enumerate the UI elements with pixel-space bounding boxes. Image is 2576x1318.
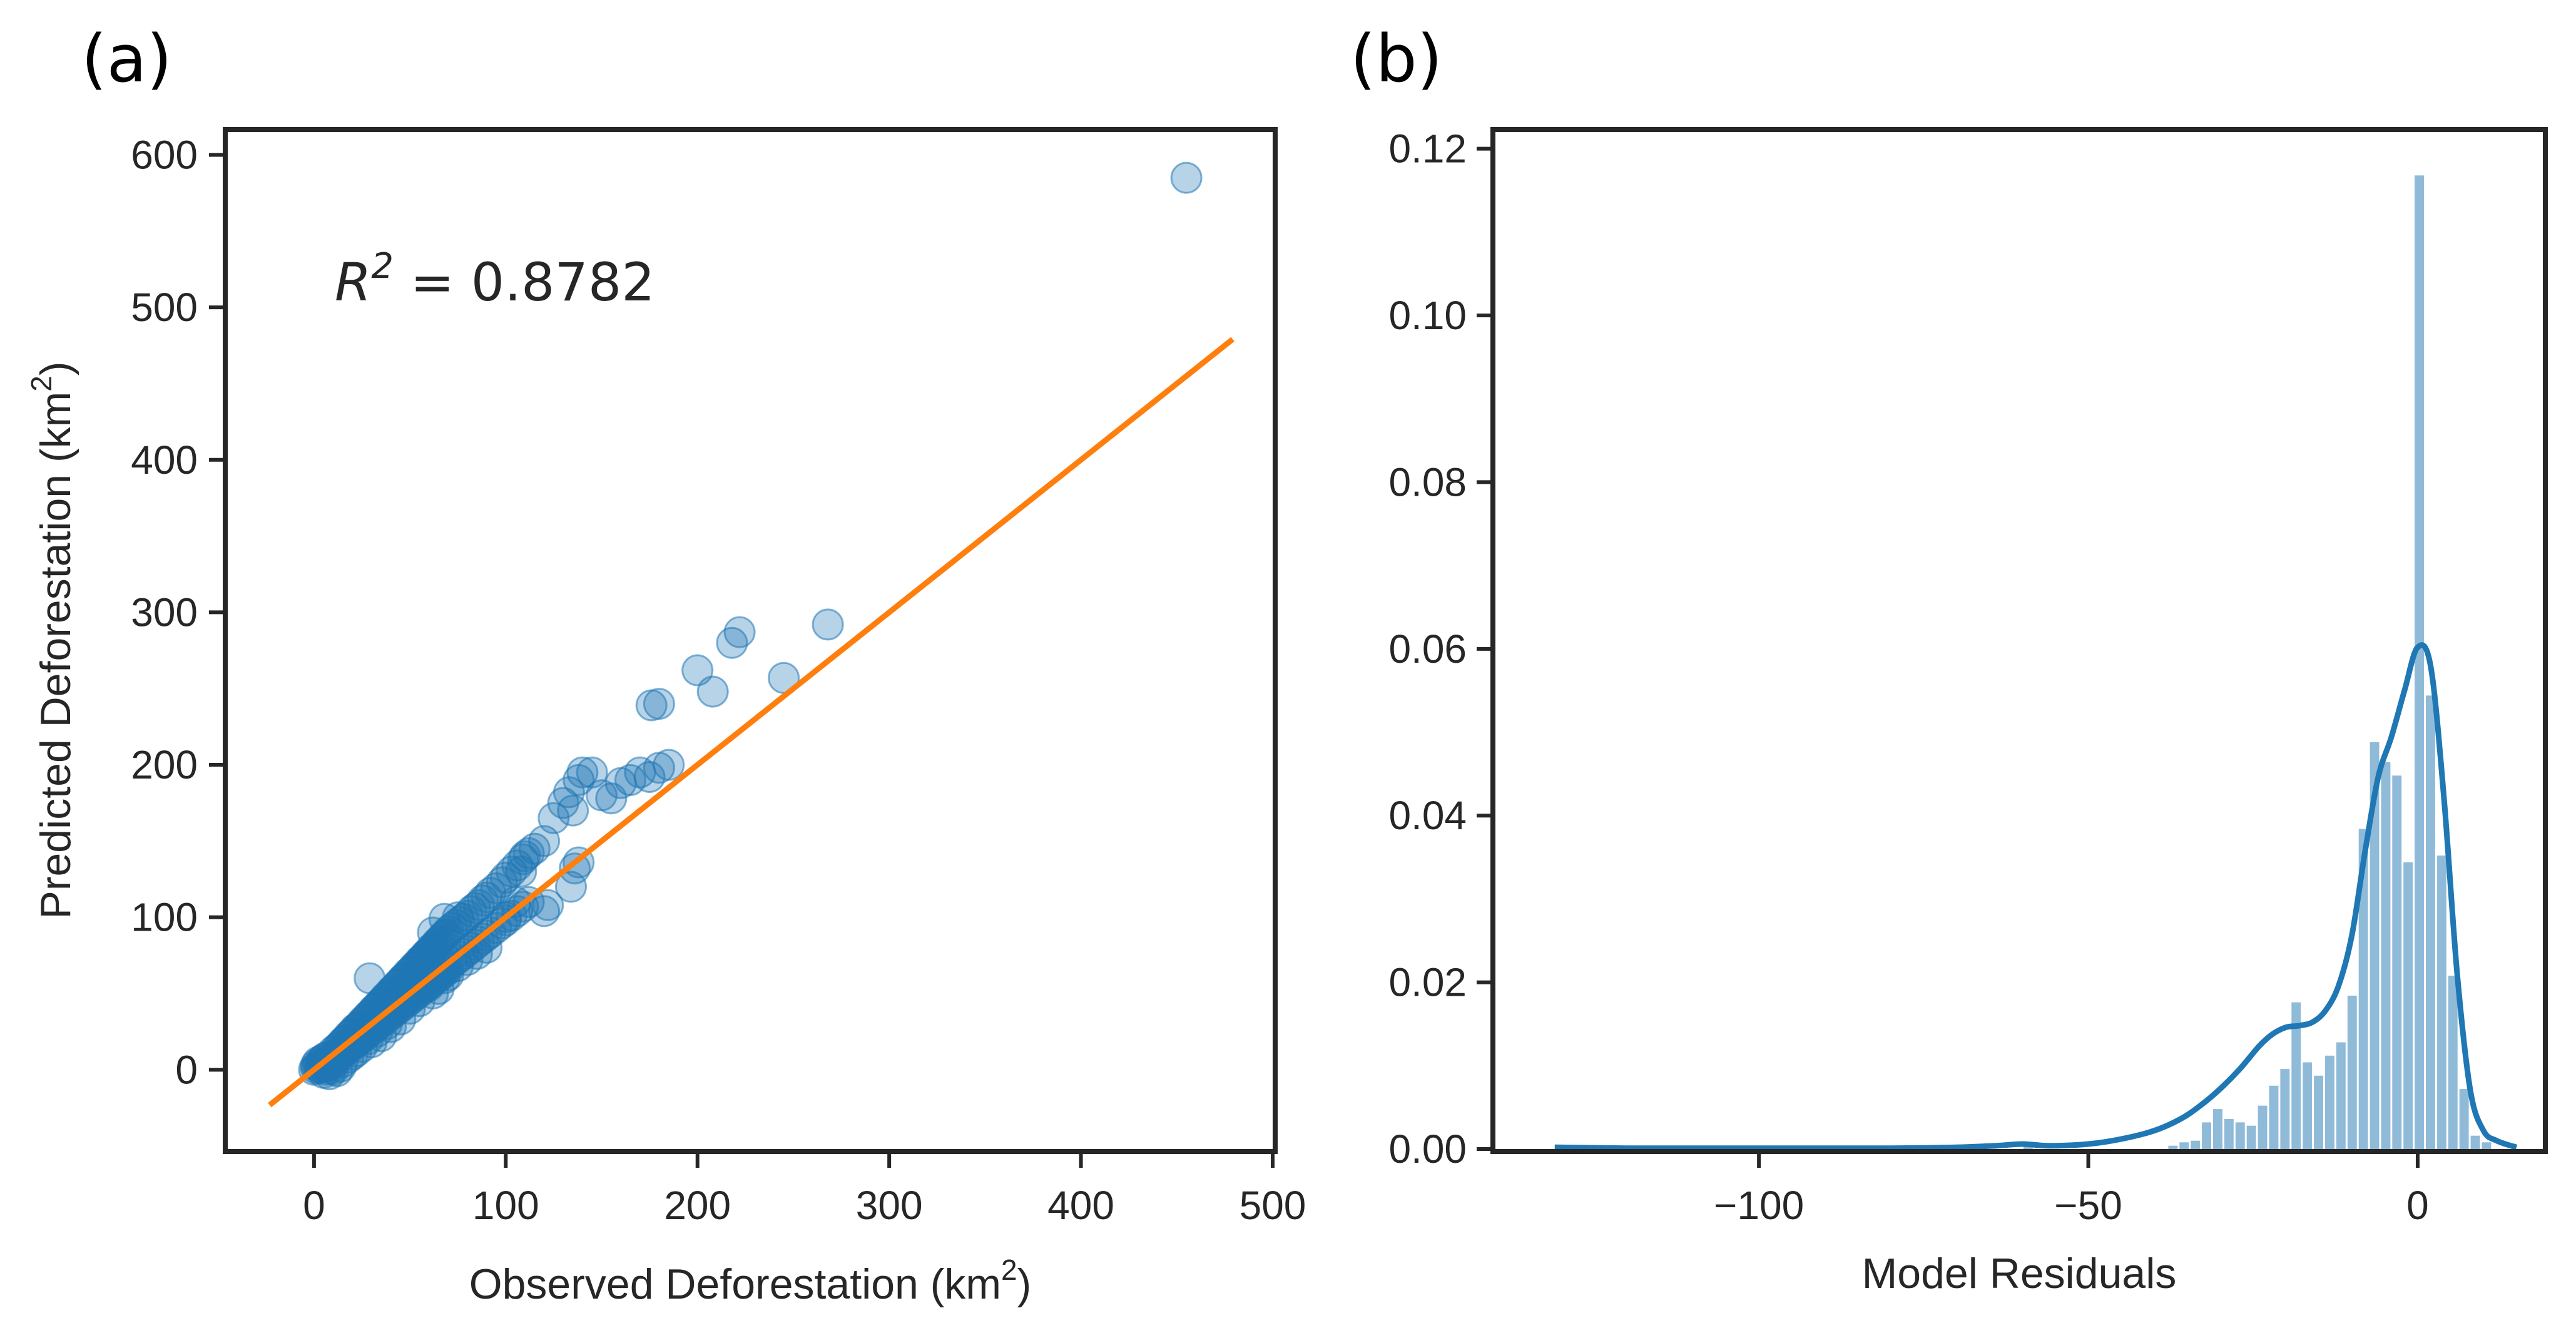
y-axis-label-a-sup: 2 <box>25 375 58 392</box>
histogram-bar <box>2202 1122 2211 1149</box>
x-tick-label-a: 500 <box>1240 1183 1306 1228</box>
histogram-bar <box>2426 695 2435 1149</box>
y-tick-label-a: 500 <box>131 285 198 330</box>
y-axis-ticks-b: 0.00 0.02 0.04 0.06 0.08 0.10 0.12 <box>1388 126 1493 1172</box>
x-axis-label-b: Model Residuals <box>1862 1250 2177 1297</box>
scatter-point <box>723 616 756 648</box>
x-tick-label-a: 200 <box>664 1183 731 1228</box>
histogram-bar <box>2358 829 2368 1149</box>
r-squared-superscript: 2 <box>371 246 394 287</box>
scatter-point <box>566 756 599 789</box>
kde-curve <box>1554 642 2518 1152</box>
histogram-bar <box>2303 1062 2313 1149</box>
y-tick-label-b: 0.12 <box>1388 126 1467 171</box>
x-tick-label-b: −50 <box>2054 1183 2122 1228</box>
histogram-bar <box>2459 1089 2469 1149</box>
y-tick-label-a: 0 <box>175 1047 198 1092</box>
scatter-point <box>653 748 685 781</box>
histogram-bar <box>2213 1109 2222 1149</box>
r-squared-symbol: R <box>335 252 371 313</box>
plot-frame-a <box>223 127 1278 1154</box>
histogram-bar <box>2179 1142 2189 1149</box>
scatter-point <box>428 902 461 935</box>
x-axis-label-a-text: Observed Deforestation (km <box>469 1260 1001 1308</box>
histogram-bar <box>2370 742 2380 1149</box>
histogram-bar <box>2191 1140 2201 1149</box>
histogram-bar <box>2436 856 2446 1149</box>
r-squared-annotation: R2 = 0.8782 <box>335 246 655 313</box>
panel-b-label: (b) <box>1350 21 1442 97</box>
x-tick-label-b: −100 <box>1714 1183 1804 1228</box>
x-tick-label-a: 0 <box>303 1183 325 1228</box>
r-squared-value: = 0.8782 <box>394 252 655 313</box>
y-tick-label-b: 0.02 <box>1388 960 1467 1005</box>
x-axis-ticks-b: −100 −50 0 <box>1714 1152 2429 1228</box>
y-tick-label-a: 200 <box>131 742 198 787</box>
scatter-point <box>499 886 532 918</box>
y-tick-label-b: 0.06 <box>1388 626 1467 672</box>
histogram-bar <box>2168 1145 2178 1149</box>
scatter-point <box>537 802 570 834</box>
panel-b: (b) −100 −50 0 0.00 0.02 0.04 0.06 0.08 0.10 0.1… <box>1350 21 2548 1297</box>
y-tick-label-b: 0.08 <box>1388 459 1467 504</box>
histogram-bar <box>2336 1042 2346 1149</box>
histogram-bar <box>2448 976 2458 1149</box>
scatter-point <box>696 675 729 708</box>
histogram-bar <box>2269 1085 2279 1149</box>
histogram-bar <box>2235 1122 2245 1149</box>
scatter-point <box>643 688 675 720</box>
panel-a-label: (a) <box>81 21 172 97</box>
y-tick-label-b: 0.10 <box>1388 293 1467 338</box>
histogram-bar <box>2392 775 2402 1149</box>
scatter-point <box>532 889 564 921</box>
histogram-bar <box>2246 1125 2256 1149</box>
scatter-point <box>528 895 561 927</box>
histogram-bar <box>2325 1055 2334 1149</box>
scatter-point <box>471 931 503 964</box>
x-tick-label-b: 0 <box>2406 1183 2429 1228</box>
histogram-bar <box>2482 1142 2492 1149</box>
histogram-bars <box>1555 175 2492 1149</box>
y-axis-label-a-text: Predicted Deforestation (km <box>32 392 79 919</box>
x-axis-label-a: Observed Deforestation (km2) <box>469 1254 1032 1308</box>
y-tick-label-a: 100 <box>131 895 198 940</box>
fit-line <box>268 337 1235 1108</box>
x-axis-label-a-sup: 2 <box>1001 1254 1017 1286</box>
x-tick-label-a: 400 <box>1047 1183 1114 1228</box>
histogram-bar <box>2314 1075 2323 1149</box>
y-tick-label-b: 0.00 <box>1388 1126 1467 1172</box>
scatter-point <box>812 608 844 641</box>
histogram-bar <box>2403 862 2413 1149</box>
plot-frame-b <box>1490 127 2548 1154</box>
x-tick-label-a: 100 <box>472 1183 539 1228</box>
y-tick-label-b: 0.04 <box>1388 793 1467 838</box>
scatter-point <box>403 947 435 979</box>
histogram-bar <box>2224 1119 2234 1149</box>
histogram-bar <box>2381 762 2391 1149</box>
y-tick-label-a: 300 <box>131 590 198 635</box>
scatter-point <box>559 852 591 885</box>
x-axis-label-a-end: ) <box>1017 1260 1032 1308</box>
histogram-bar <box>2415 175 2424 1149</box>
scatter-point <box>354 962 386 994</box>
scatter-point <box>557 794 589 827</box>
x-axis-ticks-a: 0 100 200 300 400 500 <box>303 1152 1306 1228</box>
histogram-bar <box>2258 1105 2268 1149</box>
histogram-bar <box>2280 1069 2290 1149</box>
panel-a: (a) R2 = 0.8782 0 100 200 300 400 500 0100200… <box>25 21 1306 1308</box>
histogram-bar <box>2470 1135 2480 1149</box>
histogram-bar <box>2347 995 2357 1149</box>
y-tick-label-a: 600 <box>131 133 198 178</box>
histogram-bar <box>2291 1002 2301 1149</box>
scatter-point <box>442 901 474 934</box>
scatter-point <box>633 761 666 793</box>
scatter-point <box>1170 161 1203 194</box>
y-tick-label-a: 400 <box>131 437 198 483</box>
x-tick-label-a: 300 <box>856 1183 923 1228</box>
y-axis-label-a-end: ) <box>32 361 79 375</box>
y-axis-ticks-a: 0 100 200 300 400 500 600 <box>131 133 225 1092</box>
y-axis-label-a: Predicted Deforestation (km2) <box>25 361 79 919</box>
